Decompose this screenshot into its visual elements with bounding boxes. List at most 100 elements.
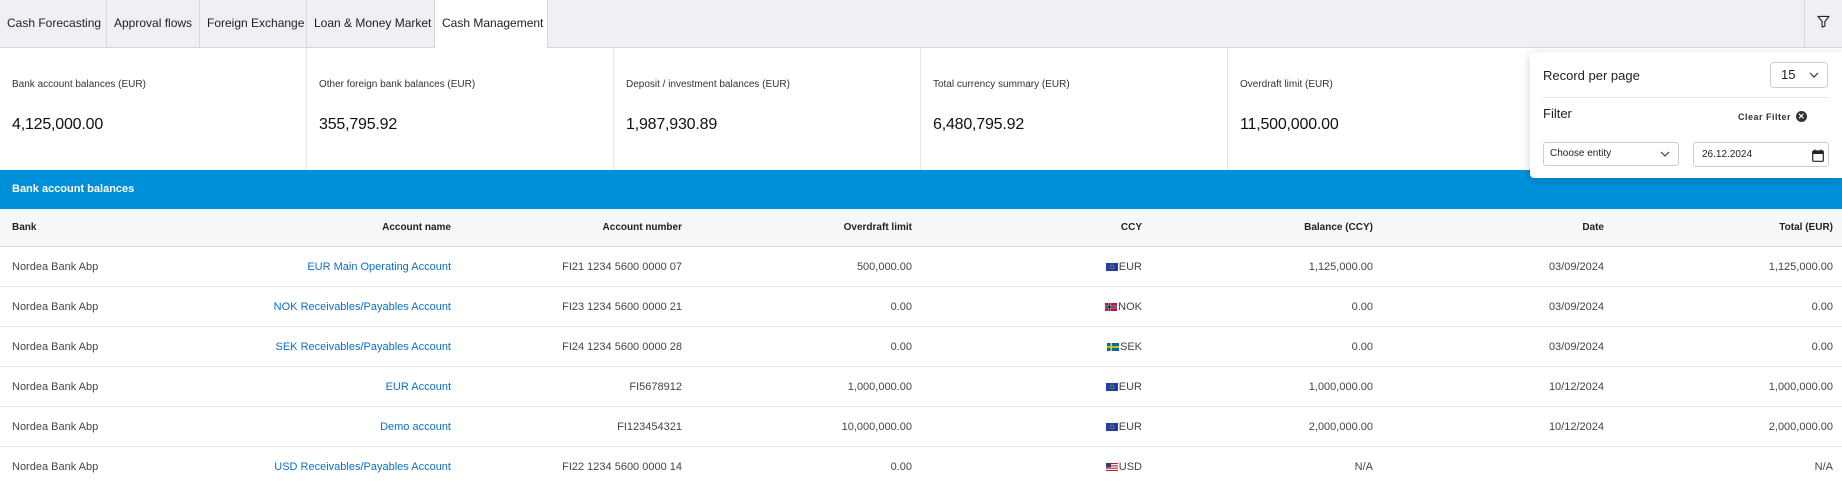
kpi-label: Deposit / investment balances (EUR) [626, 79, 790, 90]
close-circle-icon: ✕ [1796, 111, 1808, 122]
kpi-value: 11,500,000.00 [1240, 116, 1339, 133]
kpi-value: 4,125,000.00 [12, 116, 104, 133]
cell-ccy: NOK [942, 287, 1142, 327]
cell-date: 10/12/2024 [1548, 381, 1604, 393]
cell-account-number: FI23 1234 5600 0000 21 [562, 301, 682, 313]
column-header-total[interactable]: Total (EUR) [1779, 222, 1833, 233]
cell-overdraft-limit: 0.00 [890, 301, 912, 313]
tab-loan-money-market[interactable]: Loan & Money Market [307, 0, 435, 48]
ccy-code: USD [1118, 461, 1142, 473]
date-input[interactable]: 26.12.2024 [1693, 142, 1829, 167]
account-name-link[interactable]: EUR Account [385, 381, 451, 393]
cell-date: 03/09/2024 [1548, 261, 1604, 273]
cell-date: 03/09/2024 [1548, 301, 1604, 313]
entity-select-placeholder: Choose entity [1550, 148, 1612, 159]
table-row: Nordea Bank Abp EUR Account FI5678912 1,000… [0, 367, 1842, 407]
kpi-value: 355,795.92 [319, 116, 398, 133]
table-row: Nordea Bank Abp EUR Main Operating Accoun… [0, 247, 1842, 287]
kpi-card-foreign-balances: Other foreign bank balances (EUR) 355,79… [307, 48, 614, 170]
cell-balance: 0.00 [1351, 341, 1373, 353]
tab-foreign-exchange[interactable]: Foreign Exchange [200, 0, 307, 48]
kpi-label: Total currency summary (EUR) [933, 79, 1070, 90]
cell-ccy: SEK [942, 327, 1142, 367]
date-input-value: 26.12.2024 [1702, 149, 1753, 160]
account-name-link[interactable]: NOK Receivables/Payables Account [273, 301, 451, 313]
cell-total: 2,000,000.00 [1768, 421, 1833, 433]
column-header-account-number[interactable]: Account number [602, 222, 682, 233]
column-header-account-name[interactable]: Account name [382, 222, 451, 233]
ccy-code: EUR [1118, 381, 1142, 393]
cell-date: 10/12/2024 [1548, 421, 1604, 433]
tab-cash-forecasting[interactable]: Cash Forecasting [0, 0, 107, 48]
kpi-card-currency-summary: Total currency summary (EUR) 6,480,795.9… [921, 48, 1228, 170]
flag-icon [1106, 327, 1119, 367]
funnel-icon [1817, 15, 1830, 33]
cell-ccy: USD [942, 447, 1142, 484]
cell-total: N/A [1814, 461, 1833, 473]
ccy-code: NOK [1118, 301, 1142, 313]
ccy-code: SEK [1119, 341, 1142, 353]
kpi-card-deposit-balances: Deposit / investment balances (EUR) 1,98… [614, 48, 921, 170]
column-header-balance[interactable]: Balance (CCY) [1304, 222, 1373, 233]
cell-total: 0.00 [1811, 341, 1833, 353]
cell-bank: Nordea Bank Abp [12, 461, 99, 473]
tab-cash-management[interactable]: Cash Management [435, 0, 548, 48]
cell-account-number: FI24 1234 5600 0000 28 [562, 341, 682, 353]
filter-panel: Record per page 15 Filter Clear Filter ✕… [1530, 52, 1842, 178]
table-row: Nordea Bank Abp Demo account FI123454321 10… [0, 407, 1842, 447]
flag-icon [1105, 287, 1118, 327]
column-header-ccy[interactable]: CCY [1120, 222, 1142, 233]
cell-date [1404, 447, 1604, 484]
cell-balance: N/A [1354, 461, 1373, 473]
cell-ccy: EUR [942, 367, 1142, 407]
records-per-page-select[interactable]: 15 [1770, 62, 1828, 88]
cell-account-number: FI5678912 [629, 381, 682, 393]
column-header-overdraft-limit[interactable]: Overdraft limit [843, 222, 912, 233]
divider [1543, 97, 1829, 98]
ccy-code: EUR [1118, 421, 1142, 433]
account-name-link[interactable]: Demo account [380, 421, 451, 433]
column-header-date[interactable]: Date [1582, 222, 1604, 233]
cell-balance: 0.00 [1351, 301, 1373, 313]
account-name-link[interactable]: USD Receivables/Payables Account [274, 461, 451, 473]
filter-toggle-button[interactable] [1804, 0, 1842, 48]
kpi-card-bank-balances: Bank account balances (EUR) 4,125,000.00 [0, 48, 307, 170]
account-name-link[interactable]: EUR Main Operating Account [307, 261, 451, 273]
records-per-page-value: 15 [1781, 67, 1796, 82]
tab-approval-flows[interactable]: Approval flows [107, 0, 200, 48]
flag-icon [1105, 447, 1118, 484]
ccy-code: EUR [1118, 261, 1142, 273]
cell-date: 03/09/2024 [1548, 341, 1604, 353]
cell-balance: 2,000,000.00 [1308, 421, 1373, 433]
cell-ccy: EUR [942, 407, 1142, 447]
cell-overdraft-limit: 10,000,000.00 [841, 421, 912, 433]
cell-overdraft-limit: 500,000.00 [856, 261, 912, 273]
table-row: Nordea Bank Abp SEK Receivables/Payables … [0, 327, 1842, 367]
cell-bank: Nordea Bank Abp [12, 421, 99, 433]
calendar-icon[interactable] [1812, 148, 1824, 171]
cell-bank: Nordea Bank Abp [12, 381, 99, 393]
cell-ccy: EUR [942, 247, 1142, 287]
table-row: Nordea Bank Abp NOK Receivables/Payables … [0, 287, 1842, 327]
table-row: Nordea Bank Abp USD Receivables/Payables … [0, 447, 1842, 484]
kpi-value: 6,480,795.92 [933, 116, 1025, 133]
records-per-page-label: Record per page [1543, 68, 1640, 83]
account-name-link[interactable]: SEK Receivables/Payables Account [275, 341, 452, 353]
cell-overdraft-limit: 0.00 [890, 461, 912, 473]
column-header-bank[interactable]: Bank [12, 222, 37, 233]
entity-select[interactable]: Choose entity [1543, 142, 1679, 166]
cell-total: 1,000,000.00 [1768, 381, 1833, 393]
clear-filter-button[interactable]: Clear Filter ✕ [1738, 111, 1808, 122]
kpi-card-overdraft-limit: Overdraft limit (EUR) 11,500,000.00 [1228, 48, 1535, 170]
kpi-label: Bank account balances (EUR) [12, 79, 146, 90]
kpi-value: 1,987,930.89 [626, 116, 718, 133]
cell-overdraft-limit: 0.00 [890, 341, 912, 353]
table-header: Bank Account name Account number Overdra… [0, 209, 1842, 247]
chevron-down-icon [1809, 63, 1819, 97]
cell-overdraft-limit: 1,000,000.00 [847, 381, 912, 393]
cell-bank: Nordea Bank Abp [12, 341, 99, 353]
flag-icon [1105, 367, 1118, 407]
flag-icon [1105, 407, 1118, 447]
clear-filter-label: Clear Filter [1738, 111, 1792, 122]
cell-balance: 1,125,000.00 [1308, 261, 1373, 273]
